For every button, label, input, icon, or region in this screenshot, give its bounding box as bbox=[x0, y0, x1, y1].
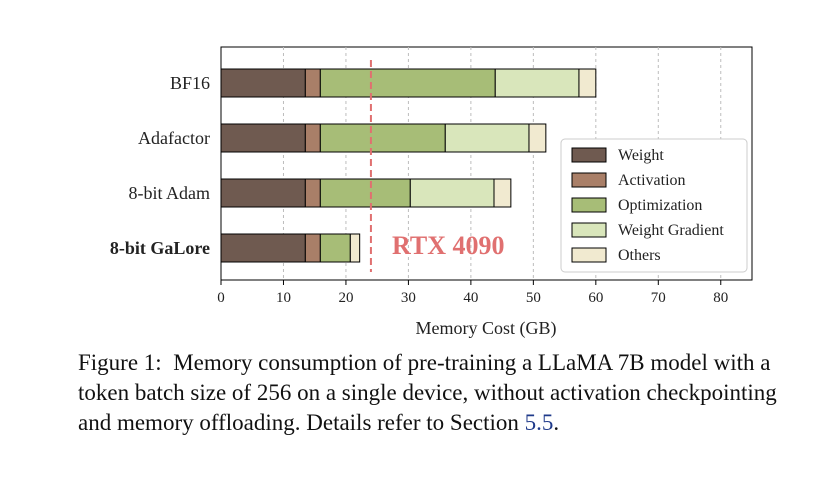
legend-swatch bbox=[571, 197, 607, 213]
bar-segment-others bbox=[349, 233, 361, 263]
stacked-bar-chart: RTX 4090 BF16 Adafactor 8-bit Adam 8-bit Ga… bbox=[110, 46, 753, 339]
caption-prefix: Figure 1: bbox=[78, 350, 162, 375]
caption-text: Memory consumption of pre-training a LLa… bbox=[78, 350, 777, 435]
x-tick-label: 0 bbox=[217, 290, 225, 306]
plot-frame bbox=[220, 46, 753, 281]
x-ticks: 0 10 20 30 40 50 60 70 80 bbox=[217, 280, 728, 306]
bar-segment-activation bbox=[304, 123, 321, 153]
x-tick-label: 40 bbox=[463, 290, 478, 306]
bar-segment-optimization bbox=[319, 178, 411, 208]
bar-segment-others bbox=[528, 123, 547, 153]
legend-entry: Weight Gradient bbox=[618, 222, 724, 239]
bar-segment-others bbox=[493, 178, 512, 208]
bar-segment-optimization bbox=[319, 68, 496, 98]
legend-box bbox=[560, 138, 748, 273]
legend-entry: Optimization bbox=[618, 197, 702, 214]
x-tick-label: 50 bbox=[526, 290, 541, 306]
x-tick-label: 70 bbox=[651, 290, 666, 306]
x-tick-label: 10 bbox=[276, 290, 291, 306]
legend: Weight Activation Optimization Weight Gradi… bbox=[560, 138, 748, 273]
legend-entry: Weight bbox=[618, 147, 664, 164]
x-tick-label: 20 bbox=[338, 290, 353, 306]
section-link[interactable]: 5.5 bbox=[524, 410, 554, 435]
legend-swatch bbox=[571, 247, 607, 263]
legend-entry: Activation bbox=[618, 172, 686, 189]
bar-segment-optimization bbox=[319, 233, 351, 263]
x-tick-label: 80 bbox=[713, 290, 728, 306]
x-tick-label: 30 bbox=[401, 290, 416, 306]
caption-suffix: . bbox=[553, 410, 560, 435]
reference-line-group: RTX 4090 bbox=[369, 60, 504, 272]
figure-caption: Figure 1: Memory consumption of pre-trai… bbox=[78, 348, 778, 438]
category-label: Adafactor bbox=[138, 128, 210, 148]
category-label: BF16 bbox=[170, 73, 210, 93]
bar-segment-weight bbox=[220, 68, 306, 98]
bar-segment-optimization bbox=[319, 123, 446, 153]
bar-segment-weight bbox=[220, 178, 306, 208]
category-labels: BF16 Adafactor 8-bit Adam 8-bit GaLore bbox=[110, 73, 210, 258]
legend-entry: Others bbox=[618, 247, 661, 264]
category-label: 8-bit Adam bbox=[129, 183, 211, 203]
bar-segment-weight bbox=[220, 233, 306, 263]
bar-segment-weight bbox=[220, 123, 306, 153]
bar-segment-activation bbox=[304, 178, 321, 208]
bar-segment-others bbox=[578, 68, 597, 98]
bar-segment-weight-gradient bbox=[494, 68, 580, 98]
bars bbox=[220, 68, 597, 263]
bar-segment-weight-gradient bbox=[444, 123, 530, 153]
bar-segment-activation bbox=[304, 233, 321, 263]
category-label: 8-bit GaLore bbox=[110, 238, 210, 258]
x-axis-label: Memory Cost (GB) bbox=[416, 318, 557, 339]
x-tick-label: 60 bbox=[588, 290, 603, 306]
bar-segment-weight-gradient bbox=[409, 178, 495, 208]
legend-swatch bbox=[571, 147, 607, 163]
legend-swatch bbox=[571, 172, 607, 188]
reference-line-label: RTX 4090 bbox=[392, 231, 504, 260]
bar-segment-activation bbox=[304, 68, 321, 98]
legend-swatch bbox=[571, 222, 607, 238]
